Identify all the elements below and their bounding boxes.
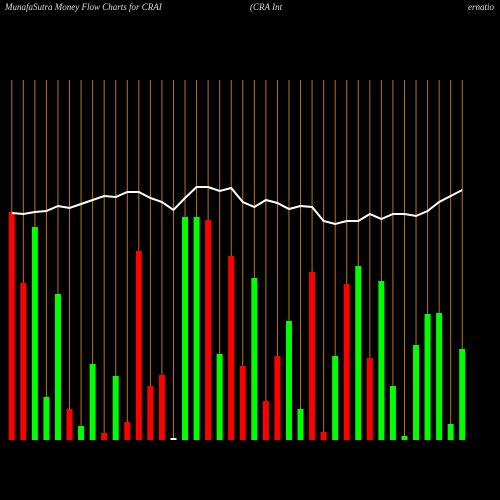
bar xyxy=(20,283,27,440)
bar xyxy=(112,376,119,440)
bar xyxy=(170,438,177,440)
bar xyxy=(274,356,281,440)
bar xyxy=(378,281,385,440)
bar xyxy=(239,366,246,440)
bar xyxy=(228,256,235,440)
bar xyxy=(147,386,154,440)
bar xyxy=(366,358,373,440)
bar xyxy=(332,356,339,440)
money-flow-line xyxy=(11,186,463,226)
bar xyxy=(193,217,200,440)
bar xyxy=(309,272,316,440)
bar xyxy=(135,251,142,440)
bar xyxy=(78,426,85,440)
bar xyxy=(389,386,396,440)
bar xyxy=(436,313,443,440)
bar xyxy=(413,345,420,440)
chart-subtitle-right: ernatio xyxy=(468,2,494,12)
bar xyxy=(251,278,258,440)
bar xyxy=(401,436,408,440)
bar xyxy=(66,409,73,440)
bar xyxy=(320,432,327,440)
bar xyxy=(8,212,15,440)
bar xyxy=(31,227,38,440)
bar xyxy=(459,349,466,440)
bar xyxy=(355,266,362,440)
chart-title: MunafaSutra Money Flow Charts for CRAI xyxy=(4,2,163,12)
bar xyxy=(205,220,212,440)
bar xyxy=(101,433,108,440)
chart-subtitle: (CRA Int xyxy=(250,2,283,12)
bar xyxy=(262,401,269,440)
bar xyxy=(182,217,189,440)
bar xyxy=(54,294,61,440)
bar xyxy=(89,364,96,440)
bar xyxy=(124,422,131,440)
bar xyxy=(216,354,223,440)
bar xyxy=(158,375,165,440)
bar xyxy=(43,397,50,440)
bar xyxy=(447,424,454,440)
bar xyxy=(343,284,350,440)
bar xyxy=(285,321,292,440)
bar xyxy=(297,409,304,440)
bar xyxy=(424,314,431,440)
